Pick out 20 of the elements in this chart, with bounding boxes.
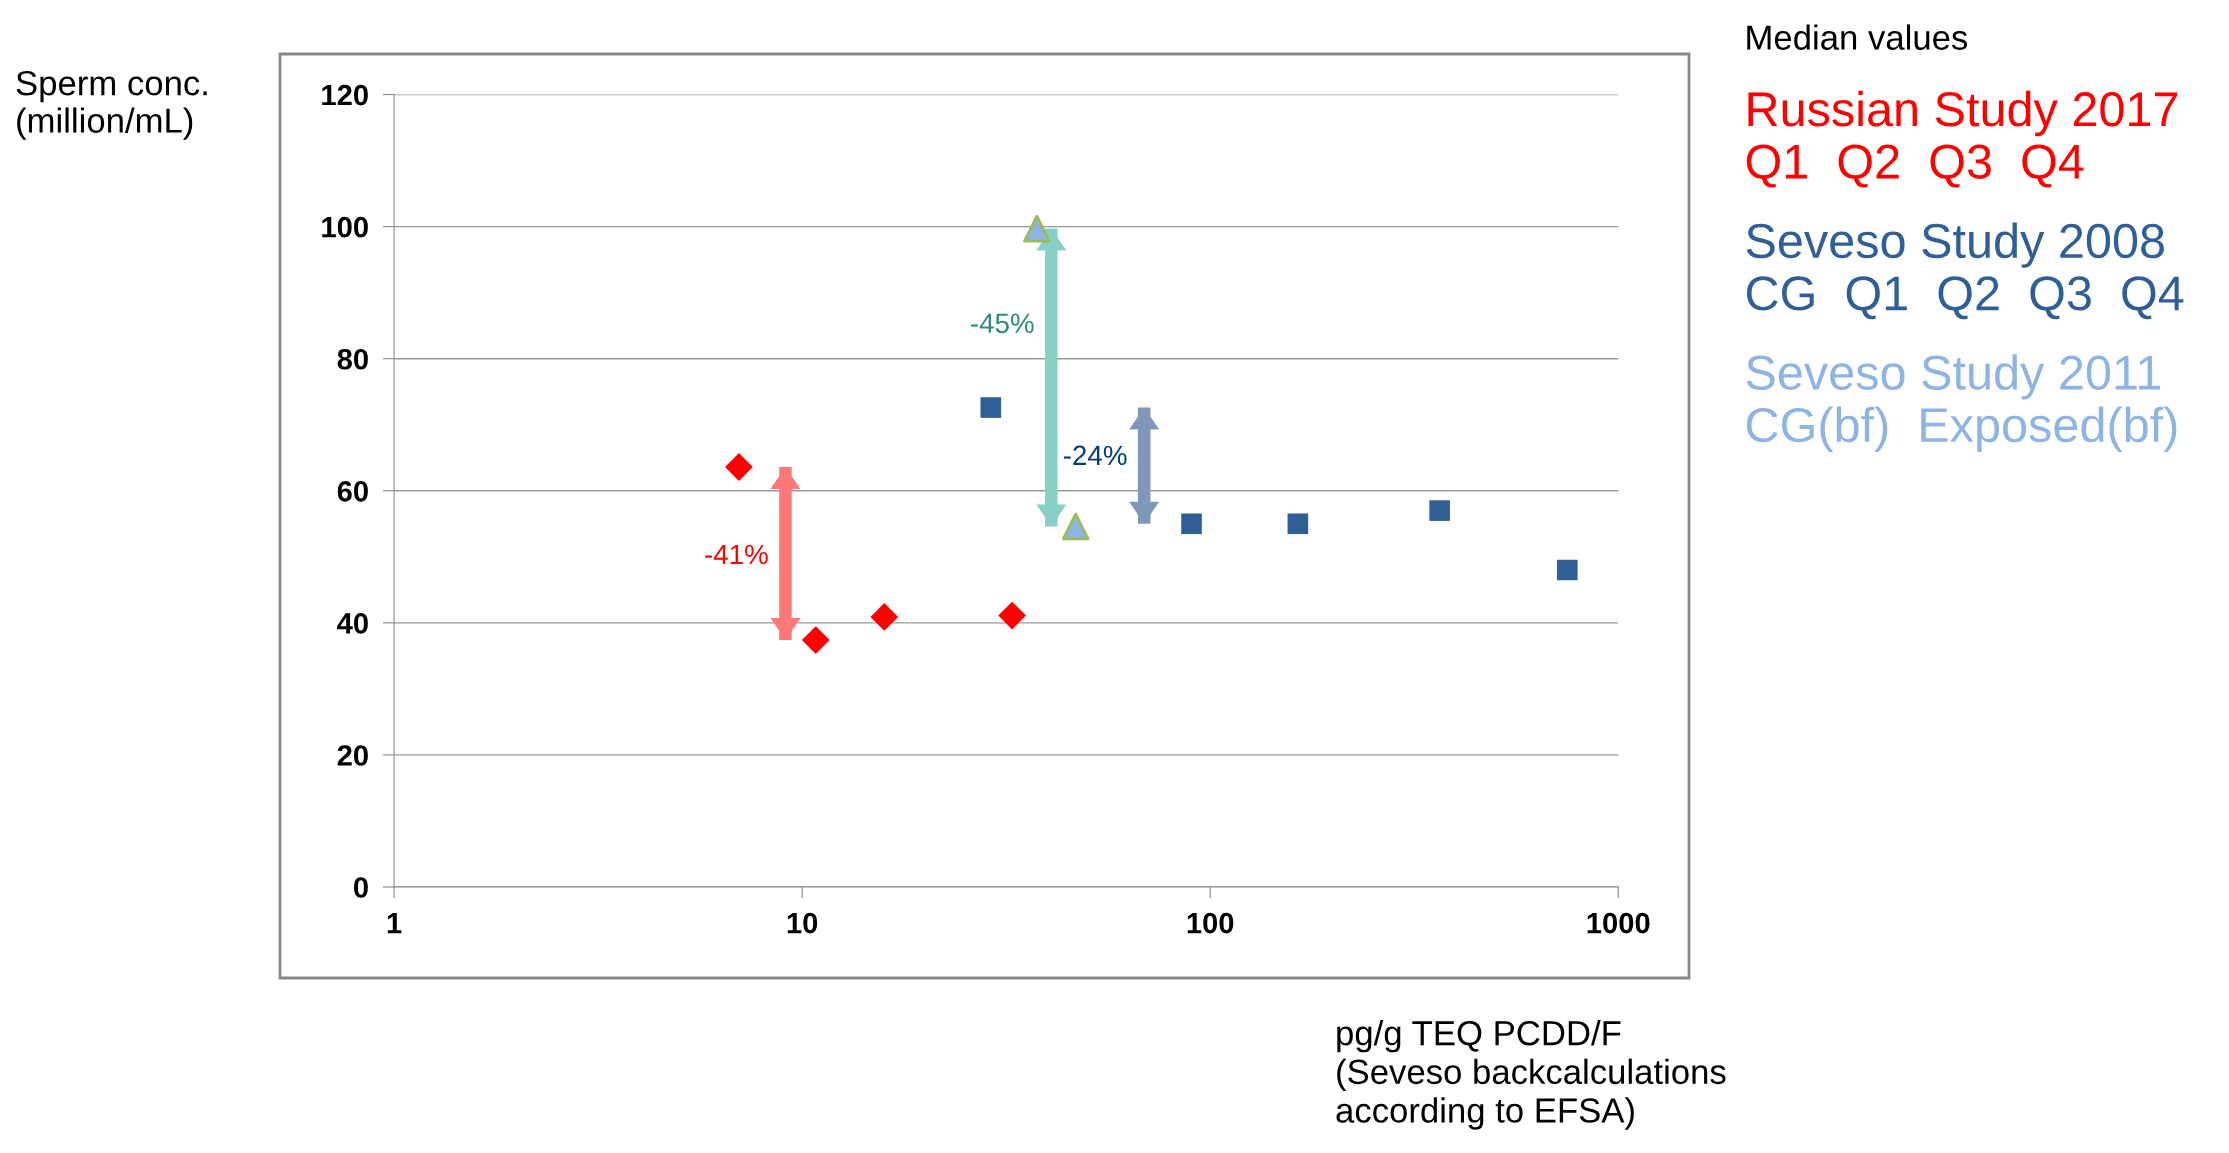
annotation: -24% bbox=[1063, 445, 1127, 466]
text: Seveso Study 2008 CG Q1 Q2 Q3 Q4 bbox=[1746, 222, 2184, 320]
y-axis-title: Sperm conc. (million/mL) bbox=[16, 70, 207, 140]
y-tick-label: 100 bbox=[322, 216, 368, 238]
annotation: -45% bbox=[971, 313, 1034, 334]
text: Seveso Study 2011 CG(bf) Exposed(bf) bbox=[1746, 354, 2177, 452]
y-tick-label: 20 bbox=[337, 745, 368, 766]
legend-title: Median values bbox=[1747, 24, 1968, 50]
y-tick-label: 0 bbox=[354, 877, 368, 898]
x-tick-label: 1 bbox=[387, 913, 402, 934]
annotation: -41% bbox=[705, 544, 768, 565]
x-tick-label: 10 bbox=[787, 912, 818, 934]
x-axis-title: pg/g TEQ PCDD/F (Seveso backcalculations according to EFSA) bbox=[1336, 1020, 1726, 1130]
y-tick-label: 60 bbox=[337, 480, 368, 502]
text: Russian Study 2017 Q1 Q2 Q3 Q4 bbox=[1746, 90, 2178, 188]
y-tick-label: 80 bbox=[337, 348, 368, 370]
x-tick-label: 100 bbox=[1187, 912, 1234, 934]
x-tick-label: 1000 bbox=[1587, 912, 1650, 934]
y-tick-label: 40 bbox=[337, 613, 368, 634]
y-tick-label: 120 bbox=[322, 84, 368, 106]
